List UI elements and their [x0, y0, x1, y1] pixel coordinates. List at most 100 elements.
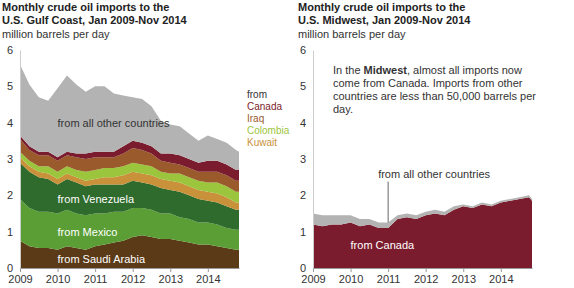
series-label: from Mexico — [58, 226, 118, 238]
side-label: from — [247, 89, 267, 100]
note-text: In the — [333, 64, 364, 76]
subtitle: million barrels per day — [298, 28, 406, 40]
x-tick-mark — [313, 268, 314, 272]
y-axis-line — [313, 51, 314, 269]
note-text: , almost all imports now — [407, 64, 522, 76]
x-tick-mark — [95, 268, 96, 272]
side-label: Kuwait — [247, 137, 277, 148]
x-tick: 2014 — [196, 268, 220, 285]
note-text: day. — [333, 103, 353, 115]
x-tick: 2011 — [377, 268, 401, 285]
note-line: countries are less than 50,000 barrels p… — [333, 90, 536, 102]
x-tick: 2013 — [452, 268, 476, 285]
y-tick-label: 5 — [7, 80, 13, 92]
y-tick-label: 0 — [300, 262, 306, 274]
y-tick: 5 — [7, 80, 20, 92]
y-tick-label: 1 — [7, 226, 13, 238]
note-text: Midwest — [364, 64, 408, 76]
plot-area — [313, 195, 532, 268]
x-tick-mark — [208, 268, 209, 272]
side-label: Canada — [247, 101, 282, 112]
x-tick-label: 2013 — [452, 273, 476, 285]
y-tick-label: 6 — [7, 44, 13, 56]
x-tick-mark — [351, 268, 352, 272]
title: Monthly crude oil imports to the — [298, 1, 465, 13]
y-axis: 0 1 2 3 4 5 6 — [7, 44, 21, 274]
note-text: come from Canada. Imports from other — [333, 77, 523, 89]
x-tick: 2014 — [489, 268, 513, 285]
area-layer — [20, 65, 239, 170]
area-layer — [313, 195, 532, 228]
x-tick-mark — [20, 268, 21, 272]
title: U.S. Midwest, Jan 2009-Nov 2014 — [298, 14, 471, 26]
panel: Monthly crude oil imports to theU.S. Gul… — [2, 1, 290, 285]
series-label: from all other countries — [58, 117, 170, 129]
y-tick-label: 4 — [7, 117, 13, 129]
y-tick: 6 — [300, 44, 313, 56]
note-line: day. — [333, 103, 353, 115]
x-tick-mark — [501, 268, 502, 272]
x-axis: 2009 2010 2011 2012 2013 2014 — [301, 268, 532, 285]
title: U.S. Gulf Coast, Jan 2009-Nov 2014 — [2, 14, 188, 26]
x-tick-mark — [388, 268, 389, 272]
y-tick: 2 — [7, 189, 20, 201]
x-tick-label: 2010 — [339, 273, 363, 285]
x-tick-label: 2009 — [301, 273, 325, 285]
y-tick: 3 — [300, 153, 313, 165]
note-line: In the Midwest, almost all imports now — [333, 64, 522, 76]
x-tick-mark — [170, 268, 171, 272]
y-tick: 4 — [7, 117, 20, 129]
series-labels: from Canada from all other countries In th… — [333, 64, 536, 251]
y-tick-label: 2 — [7, 189, 13, 201]
y-tick-label: 4 — [300, 117, 306, 129]
y-tick-label: 5 — [300, 80, 306, 92]
y-tick-label: 3 — [300, 153, 306, 165]
x-tick-mark — [58, 268, 59, 272]
x-tick: 2010 — [339, 268, 363, 285]
x-tick-mark — [426, 268, 427, 272]
side-label: Iraq — [247, 113, 264, 124]
series-labels: from Saudi Arabia from Mexico from Venezue… — [58, 89, 290, 265]
x-tick: 2013 — [159, 268, 183, 285]
x-axis-line — [21, 268, 240, 269]
x-tick-label: 2013 — [159, 273, 183, 285]
y-tick: 2 — [300, 189, 313, 201]
series-label: from Venezuela — [58, 193, 135, 205]
chart-container: Monthly crude oil imports to the U.S. Gul… — [0, 0, 574, 288]
y-axis-line — [20, 51, 21, 269]
y-tick-label: 1 — [300, 226, 306, 238]
y-tick: 3 — [7, 153, 20, 165]
side-label: Colombia — [247, 125, 290, 136]
y-axis: 0 1 2 3 4 5 6 — [300, 44, 314, 274]
x-tick-mark — [133, 268, 134, 272]
series-label: from Saudi Arabia — [58, 253, 146, 265]
x-tick-label: 2011 — [377, 273, 401, 285]
y-tick-label: 0 — [7, 262, 13, 274]
y-tick: 1 — [300, 226, 313, 238]
x-axis-line — [314, 268, 533, 269]
x-tick-mark — [463, 268, 464, 272]
y-tick-label: 2 — [300, 189, 306, 201]
area-layer — [313, 197, 532, 268]
x-tick-label: 2012 — [121, 273, 145, 285]
y-tick: 6 — [7, 44, 20, 56]
leader-line — [388, 182, 389, 223]
x-axis: 2009 2010 2011 2012 2013 2014 — [8, 268, 239, 285]
y-tick: 4 — [300, 117, 313, 129]
y-tick: 1 — [7, 226, 20, 238]
x-tick-label: 2012 — [414, 273, 438, 285]
x-tick: 2011 — [84, 268, 108, 285]
x-tick-label: 2014 — [489, 273, 513, 285]
note-line: come from Canada. Imports from other — [333, 77, 523, 89]
x-tick-label: 2011 — [84, 273, 108, 285]
series-label: from Canada — [351, 239, 415, 251]
x-tick: 2010 — [46, 268, 70, 285]
y-tick: 0 — [300, 262, 313, 274]
x-tick: 2012 — [121, 268, 145, 285]
y-tick: 0 — [7, 262, 20, 274]
panel: Monthly crude oil imports to theU.S. Mid… — [298, 1, 536, 285]
series-label: from all other countries — [378, 168, 490, 180]
note-text: countries are less than 50,000 barrels p… — [333, 90, 536, 102]
x-tick-label: 2009 — [8, 273, 32, 285]
x-tick: 2012 — [414, 268, 438, 285]
